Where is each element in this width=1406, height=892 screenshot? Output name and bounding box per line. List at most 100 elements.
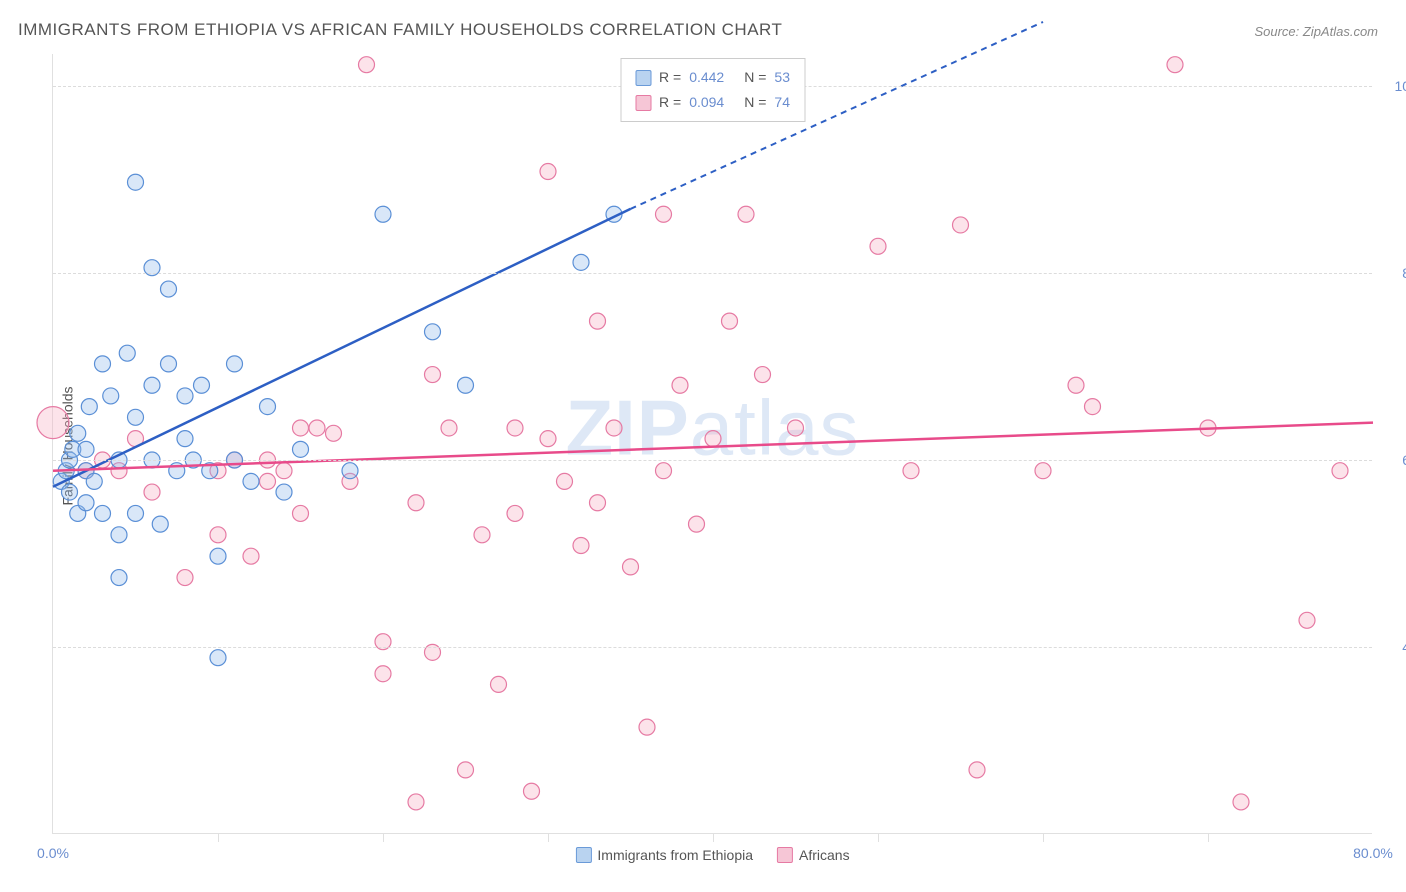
point-african — [656, 206, 672, 222]
n-value: 53 — [774, 65, 790, 90]
point-ethiopia — [276, 484, 292, 500]
point-ethiopia — [86, 473, 102, 489]
stats-swatch — [635, 95, 651, 111]
point-african — [623, 559, 639, 575]
point-african — [210, 527, 226, 543]
point-ethiopia — [375, 206, 391, 222]
point-african — [408, 495, 424, 511]
point-ethiopia — [95, 356, 111, 372]
point-african — [540, 164, 556, 180]
x-tick-label: 0.0% — [37, 845, 69, 861]
point-african — [689, 516, 705, 532]
point-african — [507, 420, 523, 436]
x-tick-minor — [548, 834, 549, 842]
point-african — [590, 313, 606, 329]
point-african — [870, 238, 886, 254]
r-value: 0.442 — [689, 65, 724, 90]
point-african — [375, 666, 391, 682]
y-tick-label: 82.5% — [1377, 265, 1406, 281]
point-african — [557, 473, 573, 489]
x-tick-minor — [1043, 834, 1044, 842]
point-african — [491, 676, 507, 692]
point-african — [1332, 463, 1348, 479]
point-african — [722, 313, 738, 329]
point-ethiopia — [293, 441, 309, 457]
point-african — [1085, 399, 1101, 415]
point-african — [144, 484, 160, 500]
point-african — [309, 420, 325, 436]
point-african — [359, 57, 375, 73]
point-african — [672, 377, 688, 393]
scatter-svg — [53, 54, 1373, 834]
point-african — [243, 548, 259, 564]
y-tick-label: 65.0% — [1377, 452, 1406, 468]
point-ethiopia — [194, 377, 210, 393]
point-african — [590, 495, 606, 511]
point-african — [903, 463, 919, 479]
point-ethiopia — [70, 425, 86, 441]
point-african — [1035, 463, 1051, 479]
point-african — [408, 794, 424, 810]
legend-label: Africans — [799, 847, 850, 863]
point-african — [1299, 612, 1315, 628]
point-ethiopia — [177, 388, 193, 404]
point-ethiopia — [103, 388, 119, 404]
x-tick-minor — [713, 834, 714, 842]
point-african — [326, 425, 342, 441]
plot-area: ZIPatlas 47.5%65.0%82.5%100.0%0.0%80.0% … — [52, 54, 1372, 834]
chart-source: Source: ZipAtlas.com — [1254, 24, 1378, 39]
point-african — [788, 420, 804, 436]
point-african — [755, 367, 771, 383]
point-african — [953, 217, 969, 233]
point-ethiopia — [458, 377, 474, 393]
stats-row: R = 0.442N = 53 — [635, 65, 790, 90]
point-african — [705, 431, 721, 447]
point-african — [177, 570, 193, 586]
legend-swatch — [575, 847, 591, 863]
stats-row: R = 0.094N = 74 — [635, 90, 790, 115]
legend-label: Immigrants from Ethiopia — [597, 847, 753, 863]
point-ethiopia — [95, 505, 111, 521]
y-tick-label: 47.5% — [1377, 639, 1406, 655]
point-ethiopia — [119, 345, 135, 361]
point-ethiopia — [260, 399, 276, 415]
point-african — [573, 538, 589, 554]
point-african — [260, 473, 276, 489]
point-ethiopia — [573, 254, 589, 270]
x-tick-minor — [1208, 834, 1209, 842]
point-ethiopia — [78, 441, 94, 457]
legend-item: Immigrants from Ethiopia — [575, 847, 753, 863]
point-african — [1068, 377, 1084, 393]
gridline-h — [53, 273, 1372, 274]
correlation-stats-box: R = 0.442N = 53R = 0.094N = 74 — [620, 58, 805, 122]
point-african — [276, 463, 292, 479]
legend-item: Africans — [777, 847, 850, 863]
stats-swatch — [635, 70, 651, 86]
point-ethiopia — [152, 516, 168, 532]
r-value: 0.094 — [689, 90, 724, 115]
trend-line — [53, 423, 1373, 471]
point-ethiopia — [128, 174, 144, 190]
point-ethiopia — [111, 570, 127, 586]
point-african — [458, 762, 474, 778]
point-african — [474, 527, 490, 543]
point-african — [293, 420, 309, 436]
x-tick-minor — [878, 834, 879, 842]
point-ethiopia — [128, 409, 144, 425]
point-ethiopia — [161, 356, 177, 372]
point-african — [441, 420, 457, 436]
point-ethiopia — [210, 548, 226, 564]
x-tick-minor — [218, 834, 219, 842]
y-tick-label: 100.0% — [1377, 78, 1406, 94]
point-ethiopia — [111, 527, 127, 543]
point-african — [969, 762, 985, 778]
point-ethiopia — [210, 650, 226, 666]
point-african — [293, 505, 309, 521]
legend-swatch — [777, 847, 793, 863]
x-tick-label: 80.0% — [1353, 845, 1393, 861]
point-african — [606, 420, 622, 436]
point-african — [540, 431, 556, 447]
legend-bottom: Immigrants from Ethiopia Africans — [575, 847, 849, 863]
point-african — [1233, 794, 1249, 810]
point-ethiopia — [128, 505, 144, 521]
